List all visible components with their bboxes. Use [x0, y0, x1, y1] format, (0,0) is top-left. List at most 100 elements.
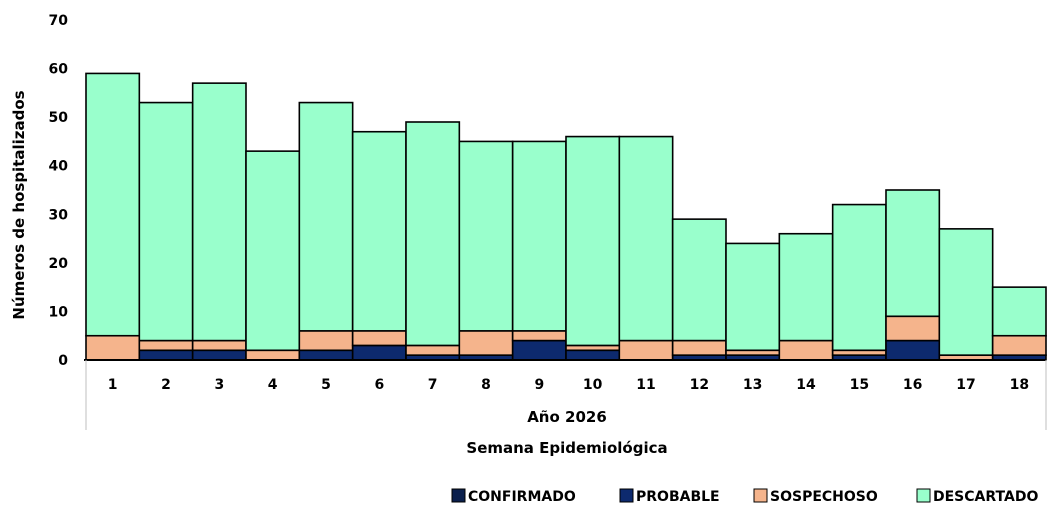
- bar-stack-week-17: [938, 228, 994, 361]
- bar-probable-week-10: [565, 349, 621, 361]
- bar-descartado-week-14: [778, 232, 834, 342]
- bar-probable-week-2: [138, 349, 194, 361]
- bar-stack-week-4: [245, 150, 301, 361]
- x-tick-label: 10: [583, 377, 603, 393]
- x-tick-label: 17: [956, 377, 975, 393]
- x-tick-label: 2: [161, 377, 171, 393]
- bar-descartado-week-18: [991, 286, 1047, 337]
- bar-sospechoso-week-5: [298, 330, 354, 352]
- legend-label-descartado: DESCARTADO: [933, 489, 1038, 505]
- x-axis: [84, 359, 1047, 430]
- bar-sospechoso-week-2: [138, 339, 194, 352]
- group-label: Año 2026: [527, 408, 607, 426]
- y-tick-labels: 0 10 20 30 40 50 60 70: [49, 13, 69, 369]
- bar-sospechoso-week-3: [191, 339, 247, 352]
- x-tick-label: 14: [796, 377, 816, 393]
- y-axis: Números de hospitalizados 0 10 20 30 40 50 60 7…: [10, 13, 68, 369]
- bar-descartado-week-13: [725, 242, 781, 352]
- bar-descartado-week-16: [885, 189, 941, 318]
- bar-sospechoso-week-9: [511, 330, 567, 342]
- x-tick-label: 9: [534, 377, 544, 393]
- y-tick-label: 70: [49, 13, 69, 29]
- bar-probable-week-6: [351, 344, 407, 361]
- x-axis-label: Semana Epidemiológica: [466, 439, 667, 457]
- legend: CONFIRMADO PROBABLE SOSPECHOSO DESCARTADO: [451, 488, 1038, 505]
- x-tick-label: 15: [850, 377, 869, 393]
- bar-descartado-week-17: [938, 228, 994, 356]
- y-tick-label: 50: [49, 110, 69, 126]
- x-tick-label: 11: [636, 377, 655, 393]
- x-tick-label: 7: [428, 377, 438, 393]
- bar-stack-week-13: [725, 242, 781, 361]
- bar-stack-week-16: [885, 189, 941, 361]
- x-tick-label: 5: [321, 377, 331, 393]
- x-tick-label: 18: [1010, 377, 1029, 393]
- x-tick-label: 8: [481, 377, 491, 393]
- bar-probable-week-5: [298, 349, 354, 361]
- legend-label-confirmado: CONFIRMADO: [468, 489, 576, 505]
- legend-swatch-descartado: [916, 488, 931, 503]
- bar-stack-week-10: [565, 135, 621, 361]
- y-tick-label: 60: [49, 62, 69, 78]
- bar-sospechoso-week-16: [885, 315, 941, 342]
- bar-sospechoso-week-6: [351, 330, 407, 347]
- bar-descartado-week-6: [351, 130, 407, 332]
- y-tick-label: 40: [49, 159, 69, 175]
- legend-label-probable: PROBABLE: [636, 489, 720, 505]
- y-tick-label: 0: [58, 353, 68, 369]
- bar-stack-week-7: [405, 121, 461, 361]
- bar-descartado-week-11: [618, 135, 674, 342]
- legend-swatch-confirmado: [451, 488, 466, 503]
- bar-descartado-week-2: [138, 101, 194, 342]
- bar-descartado-week-4: [245, 150, 301, 352]
- x-tick-label: 3: [214, 377, 224, 393]
- y-tick-label: 10: [49, 304, 69, 320]
- bar-stack-week-14: [778, 232, 834, 361]
- bars: [85, 72, 1047, 361]
- bar-sospechoso-week-4: [245, 349, 301, 361]
- bar-sospechoso-week-14: [778, 339, 834, 361]
- bar-descartado-week-5: [298, 101, 354, 332]
- bar-probable-week-16: [885, 339, 941, 361]
- x-tick-label: 12: [690, 377, 709, 393]
- bar-stack-week-8: [458, 140, 514, 361]
- bar-probable-week-3: [191, 349, 247, 361]
- bar-descartado-week-10: [565, 135, 621, 347]
- bar-descartado-week-15: [831, 203, 887, 352]
- bar-stack-week-12: [671, 218, 727, 361]
- bar-descartado-week-9: [511, 140, 567, 332]
- x-tick-label: 13: [743, 377, 762, 393]
- x-tick-label: 16: [903, 377, 922, 393]
- y-axis-label: Números de hospitalizados: [10, 90, 28, 319]
- bar-stack-week-5: [298, 101, 354, 361]
- bar-descartado-week-12: [671, 218, 727, 342]
- x-tick-label: 4: [268, 377, 278, 393]
- bar-descartado-week-1: [85, 72, 141, 337]
- bar-probable-week-9: [511, 339, 567, 361]
- bar-sospechoso-week-8: [458, 330, 514, 356]
- bar-stack-week-18: [991, 286, 1047, 361]
- bar-sospechoso-week-18: [991, 334, 1047, 356]
- bar-stack-week-11: [618, 135, 674, 361]
- x-tick-label: 1: [108, 377, 118, 393]
- bar-stack-week-15: [831, 203, 887, 361]
- bar-stack-week-1: [85, 72, 141, 361]
- bar-stack-week-9: [511, 140, 567, 361]
- bar-descartado-week-3: [191, 82, 247, 342]
- bar-sospechoso-week-1: [85, 334, 141, 361]
- y-tick-label: 20: [49, 256, 69, 272]
- bar-descartado-week-8: [458, 140, 514, 332]
- legend-label-sospechoso: SOSPECHOSO: [770, 489, 878, 505]
- bar-stack-week-3: [191, 82, 247, 361]
- bar-sospechoso-week-7: [405, 344, 461, 356]
- x-tick-label: 6: [374, 377, 384, 393]
- bar-sospechoso-week-12: [671, 339, 727, 356]
- x-tick-labels: 1 2 3 4 5 6 7 8 9 10 11 12 13 14 15 16 17 18: [108, 377, 1029, 393]
- bar-stack-week-6: [351, 130, 407, 361]
- legend-swatch-sospechoso: [753, 488, 768, 503]
- bar-stack-week-2: [138, 101, 194, 361]
- bar-sospechoso-week-11: [618, 339, 674, 361]
- legend-swatch-probable: [619, 488, 634, 503]
- y-tick-label: 30: [49, 207, 69, 223]
